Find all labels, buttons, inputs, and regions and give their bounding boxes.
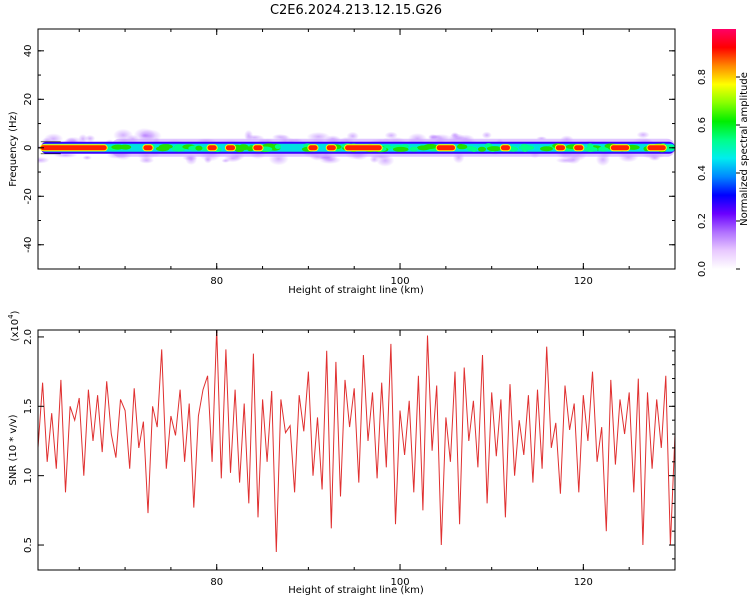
x-tick-label: 120 bbox=[574, 577, 593, 588]
band-blob bbox=[82, 155, 92, 161]
band-peak bbox=[207, 145, 217, 151]
band-green bbox=[486, 146, 503, 152]
y-tick-label: 0.5 bbox=[23, 537, 34, 553]
band-blob bbox=[369, 155, 380, 164]
y-tick-label: -20 bbox=[23, 188, 34, 204]
band-peak bbox=[610, 145, 630, 151]
y-tick-label: 40 bbox=[23, 44, 34, 57]
snr-frame bbox=[37, 329, 676, 571]
band-green bbox=[470, 147, 478, 153]
snr-multiplier-base: (x10 bbox=[10, 319, 21, 342]
colorbar-tick-label: 0.4 bbox=[697, 165, 708, 181]
band-blob bbox=[566, 155, 581, 165]
band-blob bbox=[133, 127, 156, 142]
band-peak bbox=[225, 145, 236, 151]
band-peak bbox=[326, 145, 336, 151]
band-green bbox=[274, 144, 281, 150]
colorbar-gradient bbox=[712, 29, 736, 269]
y-tick-label: -40 bbox=[23, 237, 34, 253]
band-peak bbox=[253, 145, 263, 151]
band-green bbox=[587, 143, 594, 149]
x-tick-label: 100 bbox=[390, 577, 409, 588]
spectrogram-panel: 80 100 120 40 20 0 -20 -40 Height of straight l… bbox=[8, 28, 676, 296]
y-tick-label: 20 bbox=[23, 93, 34, 106]
snr-panel: 80 100 120 2.0 1.5 1.0 0.5 Height of straight … bbox=[7, 310, 676, 596]
band-green bbox=[457, 143, 464, 149]
spectrogram-xlabel: Height of straight line (km) bbox=[288, 285, 424, 296]
band-green bbox=[155, 146, 170, 152]
band-blob bbox=[481, 131, 492, 139]
band-green bbox=[233, 145, 250, 151]
colorbar-tick-label: 0.2 bbox=[697, 213, 708, 229]
x-tick-label: 100 bbox=[390, 276, 409, 287]
colorbar-tick-label: 0.0 bbox=[697, 261, 708, 277]
y-tick-label: 2.0 bbox=[23, 329, 34, 345]
snr-multiplier: (x104) bbox=[7, 310, 21, 341]
band-blob bbox=[38, 156, 50, 164]
band-blob bbox=[221, 158, 230, 163]
colorbar-label: Normalized spectral amplitude bbox=[739, 72, 750, 226]
band-peak bbox=[143, 145, 153, 151]
band-green bbox=[540, 146, 553, 152]
snr-xlabel: Height of straight line (km) bbox=[288, 585, 424, 596]
band-peak bbox=[574, 145, 584, 151]
snr-multiplier-close: ) bbox=[10, 310, 21, 314]
colorbar-tick-label: 0.8 bbox=[697, 69, 708, 85]
band-green bbox=[246, 146, 255, 152]
band-green bbox=[583, 146, 598, 152]
band-blob bbox=[450, 132, 460, 138]
spectrogram-ylabel: Frequency (Hz) bbox=[8, 111, 19, 187]
figure-title: C2E6.2024.213.12.15.G26 bbox=[270, 3, 442, 18]
band-blob bbox=[203, 155, 212, 164]
y-tick-label: 0 bbox=[23, 145, 34, 151]
snr-multiplier-exponent: 4 bbox=[7, 314, 15, 319]
x-tick-label: 80 bbox=[210, 276, 223, 287]
y-tick-label: 1.0 bbox=[23, 468, 34, 484]
band-peak bbox=[555, 145, 566, 151]
band-green bbox=[423, 144, 438, 150]
x-tick-label: 120 bbox=[574, 276, 593, 287]
band-peak bbox=[500, 145, 511, 151]
band-green bbox=[111, 144, 125, 150]
spectrogram-band bbox=[38, 127, 675, 167]
spectrogram-frame bbox=[37, 28, 676, 270]
band-green bbox=[409, 146, 419, 152]
spectrogram-ticks: 80 100 120 40 20 0 -20 -40 bbox=[23, 29, 676, 287]
band-peak bbox=[345, 145, 382, 151]
band-peak bbox=[436, 145, 456, 151]
x-tick-label: 80 bbox=[210, 577, 223, 588]
band-blob bbox=[376, 154, 395, 167]
y-tick-label: 1.5 bbox=[23, 398, 34, 414]
band-green bbox=[518, 145, 535, 151]
band-green bbox=[195, 145, 203, 151]
snr-line bbox=[38, 330, 675, 553]
band-green bbox=[173, 144, 185, 150]
band-blob bbox=[78, 134, 88, 144]
band-peak bbox=[647, 145, 666, 151]
colorbar-tick-label: 0.6 bbox=[697, 117, 708, 133]
band-blob bbox=[636, 131, 650, 139]
colorbar-ticks: 0.0 0.2 0.4 0.6 0.8 bbox=[697, 69, 740, 277]
band-green bbox=[392, 146, 409, 152]
snr-ticks: 80 100 120 2.0 1.5 1.0 0.5 bbox=[23, 329, 676, 588]
colorbar: 0.0 0.2 0.4 0.6 0.8 Normalized spectral ampl… bbox=[697, 29, 750, 277]
snr-ylabel: SNR (10 * v/v) bbox=[8, 414, 19, 485]
band-peak bbox=[308, 145, 318, 151]
band-green bbox=[477, 146, 487, 152]
band-peak bbox=[40, 145, 107, 151]
